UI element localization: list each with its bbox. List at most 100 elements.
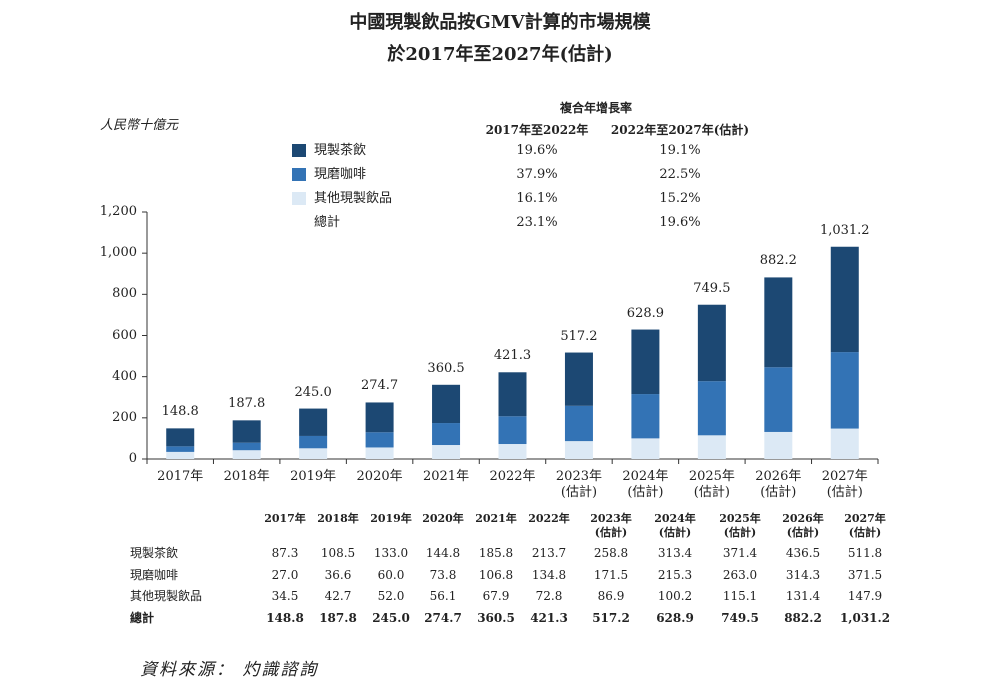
total-label: 274.7 — [360, 378, 399, 394]
bar-segment — [697, 304, 726, 382]
table-cell: 187.8 — [319, 610, 357, 625]
cagr-value: 23.1% — [516, 215, 558, 230]
table-cell: 134.8 — [531, 567, 567, 582]
bar-segment — [432, 384, 461, 424]
table-cell: 245.0 — [372, 610, 410, 625]
bar-segment — [764, 367, 793, 432]
bar-segment — [232, 450, 261, 459]
table-cell: 148.8 — [266, 610, 304, 625]
bar-segment — [166, 428, 195, 447]
table-cell: 72.8 — [535, 589, 563, 603]
table-cell: 213.7 — [531, 546, 567, 560]
table-cell: 86.9 — [597, 589, 625, 603]
cagr-value: 37.9% — [516, 167, 558, 182]
table-header: 2019年 — [370, 512, 412, 525]
table-cell: 67.9 — [482, 589, 510, 603]
total-label: 187.8 — [228, 396, 266, 412]
bar-segment — [631, 438, 660, 459]
table-cell: 100.2 — [657, 589, 693, 603]
table-cell: 36.6 — [324, 567, 352, 582]
bar-segment — [764, 431, 793, 459]
x-tick-label: 2026年 (估計) — [755, 469, 802, 500]
bar-segment — [498, 416, 527, 445]
table-cell: 171.5 — [593, 567, 629, 582]
bar-segment — [498, 372, 527, 417]
table-cell: 517.2 — [592, 610, 630, 625]
bar-segment — [631, 329, 660, 395]
bar-segment — [365, 432, 394, 448]
table-header: 2023年 (估計) — [590, 512, 632, 539]
table-cell: 87.3 — [271, 546, 299, 560]
legend-label: 現製茶飲 — [314, 143, 367, 158]
total-label: 882.2 — [759, 253, 797, 269]
x-tick-label: 2021年 — [422, 469, 470, 484]
bar-segment — [498, 444, 527, 459]
table-header: 2026年 (估計) — [782, 512, 824, 539]
bar-segment — [564, 441, 593, 459]
table-cell: 185.8 — [478, 546, 514, 560]
table-cell: 144.8 — [425, 546, 461, 560]
table-cell: 263.0 — [722, 567, 758, 582]
x-tick-label: 2017年 — [157, 469, 204, 484]
legend-label: 其他現製飲品 — [314, 191, 393, 206]
table-cell: 511.8 — [847, 546, 883, 560]
legend-label: 總計 — [314, 215, 341, 230]
table-cell: 421.3 — [530, 610, 568, 625]
total-label: 749.5 — [693, 280, 731, 296]
y-tick-label: 200 — [112, 409, 137, 425]
bar-segment — [697, 435, 726, 459]
table-cell: 147.9 — [847, 589, 883, 603]
table-row-label: 總計 — [130, 610, 155, 625]
y-tick-label: 0 — [128, 451, 137, 466]
chart-subtitle: 於2017年至2027年(估計) — [387, 44, 613, 65]
bar-segment — [564, 405, 593, 442]
total-label: 421.3 — [493, 348, 532, 364]
table-cell: 1,031.2 — [839, 610, 891, 625]
bar-segment — [166, 451, 195, 459]
cagr-column: 2017年至2022年 — [485, 123, 589, 137]
legend-label: 現磨咖啡 — [314, 167, 367, 182]
table-cell: 42.7 — [324, 589, 352, 603]
table-header: 2018年 — [317, 512, 359, 525]
y-axis-label: 人民幣十億元 — [100, 118, 179, 133]
bar-segment — [697, 381, 726, 436]
bar-segment — [299, 408, 328, 436]
total-label: 1,031.2 — [819, 222, 870, 238]
bar-segment — [432, 423, 461, 446]
table-row-label: 現磨咖啡 — [130, 567, 179, 582]
total-label: 517.2 — [560, 328, 598, 344]
total-label: 628.9 — [626, 305, 665, 321]
table-row-label: 其他現製飲品 — [130, 589, 203, 603]
table-cell: 628.9 — [656, 610, 694, 625]
y-tick-label: 1,200 — [99, 204, 137, 219]
chart-title: 中國現製飲品按GMV計算的市場規模 — [349, 12, 651, 33]
legend-swatch — [292, 144, 306, 157]
cagr-title: 複合年增長率 — [559, 101, 633, 115]
cagr-value: 19.1% — [659, 143, 701, 158]
y-tick-label: 800 — [112, 286, 137, 302]
y-tick-label: 1,000 — [99, 245, 137, 261]
legend-swatch — [292, 192, 306, 205]
bar-segment — [232, 442, 261, 451]
bar-segment — [830, 352, 859, 429]
bar-segment — [432, 445, 461, 459]
table-cell: 314.3 — [785, 567, 821, 582]
table-cell: 108.5 — [320, 546, 356, 560]
table-cell: 60.0 — [377, 567, 405, 582]
total-label: 148.8 — [161, 404, 199, 420]
table-cell: 106.8 — [478, 567, 514, 582]
x-tick-label: 2024年 (估計) — [622, 469, 669, 500]
y-tick-label: 600 — [112, 327, 137, 343]
table-cell: 52.0 — [377, 589, 405, 603]
x-tick-label: 2023年 (估計) — [555, 469, 602, 500]
table-cell: 360.5 — [477, 610, 515, 625]
x-tick-label: 2022年 — [489, 469, 536, 484]
x-tick-label: 2019年 — [290, 469, 337, 484]
bar-segment — [830, 428, 859, 459]
table-cell: 436.5 — [785, 546, 821, 560]
table-header: 2021年 — [475, 512, 517, 525]
table-cell: 749.5 — [721, 610, 759, 625]
bar-segment — [564, 352, 593, 406]
table-cell: 258.8 — [593, 546, 629, 560]
